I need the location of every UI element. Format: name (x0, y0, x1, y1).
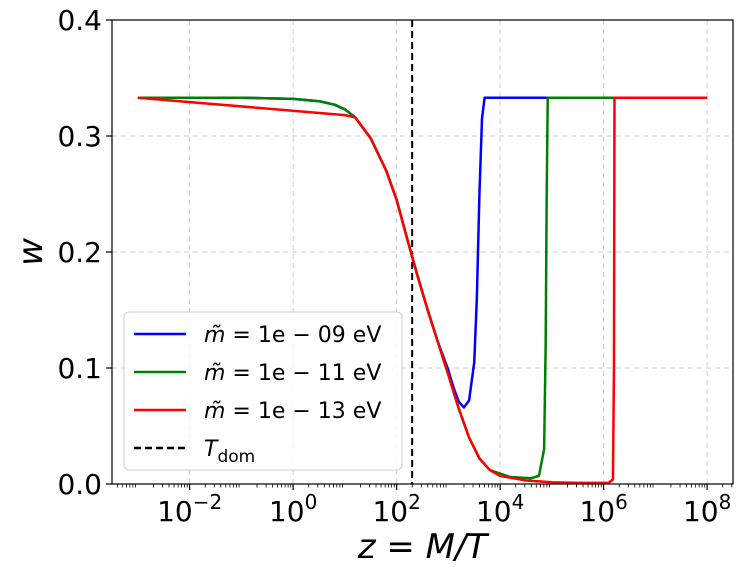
y-tick-label: 0.2 (57, 236, 102, 269)
legend-label-4: Tdom (204, 437, 255, 467)
y-tick-label: 0.1 (57, 352, 102, 385)
y-tick-label: 0.0 (57, 468, 102, 501)
y-tick-label: 0.4 (57, 4, 102, 37)
x-tick-label: 108 (683, 490, 731, 528)
y-tick-label: 0.3 (57, 120, 102, 153)
legend-label-2: m̃ = 1e − 11 eV (204, 361, 381, 386)
x-axis-label: z = M/T (357, 527, 490, 567)
y-axis-label: w (11, 238, 51, 266)
x-tick-label: 102 (372, 490, 420, 528)
legend: m̃ = 1e − 09 eV m̃ = 1e − 11 eV m̃ = 1e − … (123, 311, 403, 471)
legend-box (123, 311, 403, 471)
series-line-3 (137, 96, 708, 485)
legend-label-1: m̃ = 1e − 09 eV (204, 323, 381, 348)
legend-label-3: m̃ = 1e − 13 eV (204, 399, 381, 424)
series-lines (137, 96, 708, 485)
axis-labels: z = M/T w (11, 238, 489, 567)
x-tick-label: 10−2 (157, 490, 222, 528)
x-tick-label: 104 (476, 490, 524, 528)
ticks: 10−2 100 102 104 106 108 0.0 0.1 0.2 0.3 0.4 (57, 4, 733, 528)
x-tick-label: 100 (269, 490, 317, 528)
x-tick-label: 106 (579, 490, 627, 528)
